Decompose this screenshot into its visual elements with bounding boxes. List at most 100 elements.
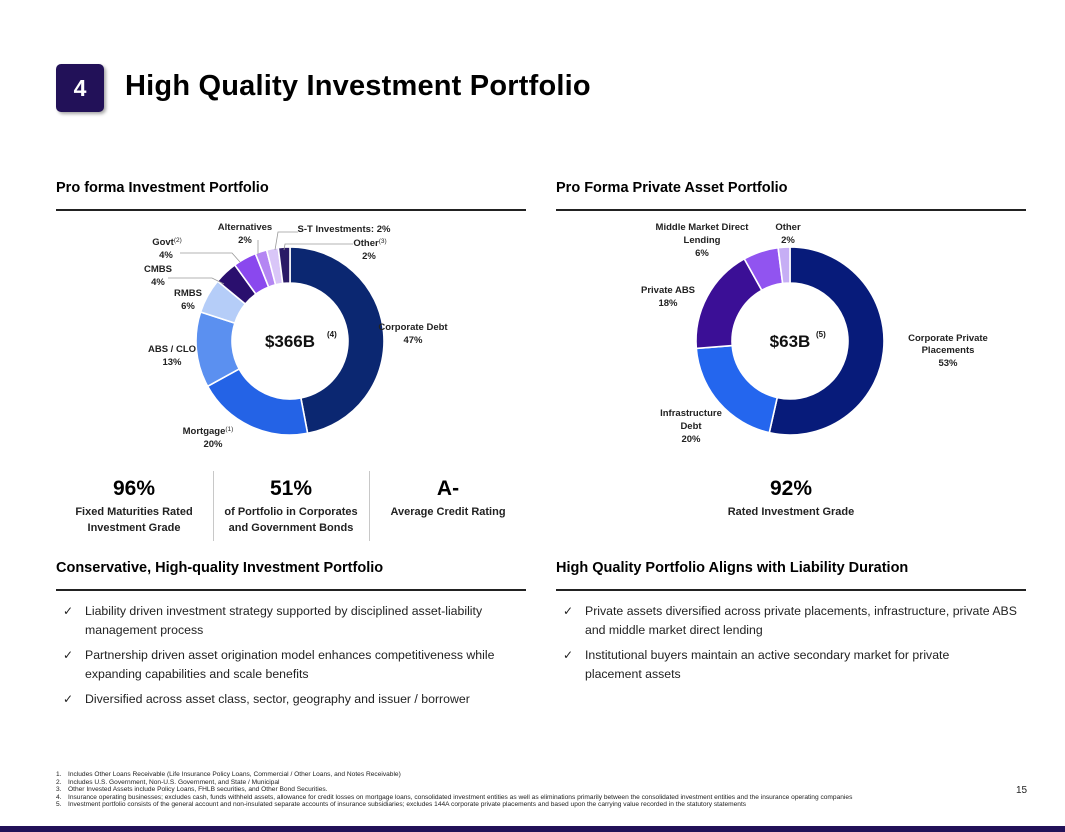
label-corporate-debt: Corporate Debt xyxy=(378,322,448,333)
label-cmbs: CMBS xyxy=(144,264,172,275)
stat-label-line: Fixed Maturities Rated xyxy=(75,506,193,518)
stat-divider xyxy=(369,471,370,541)
private-asset-donut xyxy=(695,246,885,436)
label-alternatives: Alternatives xyxy=(218,222,272,233)
stat-credit-rating-value: A- xyxy=(436,477,460,500)
footnote-number: 5. xyxy=(56,801,62,809)
liability-bullets: ✓ Private assets diversified across priva… xyxy=(556,602,1026,690)
value-corporate-debt: 47% xyxy=(403,335,423,346)
footnote: 1. Includes Other Loans Receivable (Life … xyxy=(56,771,1016,779)
leader-govt xyxy=(180,252,241,263)
label-other: Other(3) xyxy=(353,238,386,249)
footnote: 2. Includes U.S. Government, Non-U.S. Gov… xyxy=(56,779,1016,787)
label-infrastructure-1: Infrastructure xyxy=(660,408,722,419)
bullet-line: Liability driven investment strategy sup… xyxy=(85,604,483,618)
footnote: 4. Insurance operating businesses; exclud… xyxy=(56,794,1016,802)
label-abs-clo: ABS / CLO xyxy=(148,344,196,355)
leader-st-investments xyxy=(274,231,298,251)
bullet-line: and middle market direct lending xyxy=(585,623,763,637)
value-cmbs: 4% xyxy=(151,277,165,288)
label-mmdl-2: Lending xyxy=(684,235,721,246)
value-infrastructure: 20% xyxy=(681,434,701,445)
label-corp-private-2: Placements xyxy=(922,345,975,356)
label-govt-name: Govt xyxy=(152,237,174,248)
right-center-note: (5) xyxy=(816,330,826,339)
portfolio-slice-other xyxy=(277,246,291,285)
section-divider xyxy=(56,589,526,591)
label-govt: Govt(2) xyxy=(152,237,182,248)
page-title: High Quality Investment Portfolio xyxy=(125,70,591,102)
investment-portfolio-donut xyxy=(195,246,385,436)
label-mmdl-1: Middle Market Direct xyxy=(656,222,750,233)
stat-corporates-value: 51% xyxy=(269,477,313,500)
footnote-number: 4. xyxy=(56,793,62,801)
footnote-text: Includes Other Loans Receivable (Life In… xyxy=(68,771,401,778)
section-divider xyxy=(556,209,1026,211)
section-divider xyxy=(556,589,1026,591)
label-other-name: Other xyxy=(353,238,379,249)
stat-rated-ig-value: 92% xyxy=(769,477,813,500)
label-mortgage-sup: (1) xyxy=(225,426,233,433)
label-mortgage: Mortgage(1) xyxy=(183,426,234,437)
portfolio-slice-corporate-debt xyxy=(289,246,385,435)
bullet-line: Institutional buyers maintain an active … xyxy=(585,648,950,662)
bullet-item: ✓ Diversified across asset class, sector,… xyxy=(56,690,526,709)
value-abs-clo: 13% xyxy=(162,357,182,368)
bullet-line: Partnership driven asset origination mod… xyxy=(85,648,495,662)
label-mortgage-name: Mortgage xyxy=(183,426,226,437)
stat-fixed-maturities-label: Fixed Maturities Rated Investment Grade xyxy=(56,504,212,536)
value-other: 2% xyxy=(362,251,376,262)
left-center-value: $366B xyxy=(265,332,315,351)
page-number: 15 xyxy=(1016,785,1028,796)
value-other-private: 2% xyxy=(781,235,795,246)
footnote-text: Includes U.S. Government, Non-U.S. Gover… xyxy=(68,778,280,786)
leader-other xyxy=(283,243,353,251)
bullet-line: placement assets xyxy=(585,667,681,681)
bullet-line: Private assets diversified across privat… xyxy=(585,604,1017,618)
footnote-number: 1. xyxy=(56,771,62,778)
private-slice-infrastructure-debt xyxy=(695,344,779,434)
stat-label-line: of Portfolio in Corporates xyxy=(224,506,358,518)
value-mortgage: 20% xyxy=(203,439,223,450)
bullet-item: ✓ Institutional buyers maintain an active… xyxy=(556,646,1026,684)
value-rmbs: 6% xyxy=(181,301,195,312)
label-corp-private-1: Corporate Private xyxy=(908,333,988,344)
section-number: 4 xyxy=(73,74,87,101)
label-rmbs: RMBS xyxy=(174,288,202,299)
conservative-bullets: ✓ Liability driven investment strategy su… xyxy=(56,602,526,715)
check-icon: ✓ xyxy=(63,692,74,706)
bottom-brand-bar xyxy=(0,826,1065,832)
check-icon: ✓ xyxy=(63,604,74,618)
bullet-line: expanding capabilities and scale benefit… xyxy=(85,667,309,681)
bullet-line: Diversified across asset class, sector, … xyxy=(85,692,470,706)
stat-label-line: Investment Grade xyxy=(87,522,181,534)
private-slice-other xyxy=(777,246,791,285)
footnote: 3. Other Invested Assets include Policy L… xyxy=(56,786,1016,794)
footnote-text: Insurance operating businesses; excludes… xyxy=(68,793,853,801)
stat-rated-ig-label: Rated Investment Grade xyxy=(727,506,855,518)
footnote: 5. Investment portfolio consists of the g… xyxy=(56,801,1016,809)
investment-portfolio-title: Pro forma Investment Portfolio xyxy=(56,180,269,196)
check-icon: ✓ xyxy=(63,648,74,662)
label-other-private: Other xyxy=(775,222,801,233)
label-other-sup: (3) xyxy=(379,238,387,245)
left-center-note: (4) xyxy=(327,330,337,339)
section-number-badge: 4 xyxy=(56,64,104,112)
value-mmdl: 6% xyxy=(695,248,709,259)
section-divider xyxy=(56,209,526,211)
private-slice-corporate-private-placements xyxy=(768,246,885,436)
value-govt: 4% xyxy=(159,250,173,261)
check-icon: ✓ xyxy=(563,604,574,618)
footnote-text: Other Invested Assets include Policy Loa… xyxy=(68,786,328,794)
private-asset-portfolio-title: Pro Forma Private Asset Portfolio xyxy=(556,180,788,196)
leader-cmbs xyxy=(168,277,225,285)
conservative-portfolio-title: Conservative, High-quality Investment Po… xyxy=(56,560,384,576)
footnote-number: 2. xyxy=(56,778,62,786)
stat-label-line: and Government Bonds xyxy=(228,522,354,534)
label-govt-sup: (2) xyxy=(174,237,182,244)
footnote-text: Investment portfolio consists of the gen… xyxy=(68,801,747,809)
stat-corporates-label: of Portfolio in Corporates and Government… xyxy=(213,504,369,536)
bullet-line: management process xyxy=(85,623,204,637)
stat-divider xyxy=(213,471,214,541)
